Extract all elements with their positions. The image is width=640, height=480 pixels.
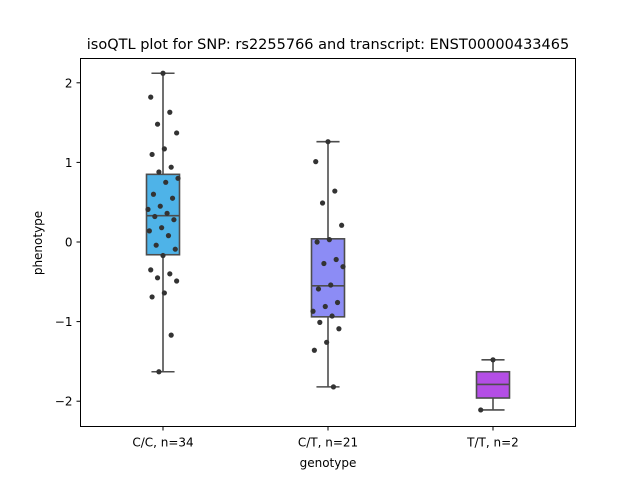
y-tick-label: −1: [55, 315, 73, 329]
data-point: [150, 191, 157, 197]
x-tick-label: T/T, n=2: [466, 436, 519, 450]
x-tick-label: C/T, n=21: [298, 436, 358, 450]
data-point: [319, 200, 326, 206]
data-point: [154, 275, 161, 281]
data-point: [146, 228, 152, 234]
data-point: [172, 246, 178, 252]
data-point: [153, 242, 159, 248]
data-point: [160, 252, 166, 259]
data-point: [336, 326, 342, 332]
data-point: [490, 357, 496, 363]
x-axis-label: genotype: [300, 456, 357, 470]
data-point: [339, 222, 345, 228]
data-point: [165, 233, 172, 239]
data-point: [161, 146, 167, 152]
axes-frame: [80, 58, 576, 427]
y-tick-label: −2: [55, 395, 73, 409]
data-point: [156, 369, 162, 375]
data-point: [148, 267, 154, 273]
data-point: [149, 294, 155, 300]
data-point: [334, 299, 341, 306]
data-point: [148, 94, 154, 100]
data-point: [330, 384, 337, 390]
box: [145, 173, 181, 256]
box: [310, 238, 346, 318]
x-tick-label: C/C, n=34: [132, 436, 193, 450]
data-point: [164, 210, 170, 216]
data-point: [156, 169, 162, 175]
chart-title: isoQTL plot for SNP: rs2255766 and trans…: [87, 37, 569, 53]
data-point: [321, 260, 327, 267]
data-point: [174, 130, 180, 136]
data-point: [167, 271, 173, 277]
data-point: [310, 308, 316, 314]
data-point: [174, 278, 180, 284]
data-point: [315, 286, 322, 292]
data-point: [311, 347, 317, 353]
data-point: [322, 303, 328, 310]
data-point: [333, 256, 339, 263]
data-point: [171, 217, 177, 223]
data-point: [317, 319, 323, 325]
data-point: [149, 151, 155, 158]
plot-area: −2 −1 0 1 2 C/C, n=34 C/T, n=21 T/T, n=2: [55, 70, 519, 450]
y-tick-label: 2: [65, 76, 73, 90]
data-point: [175, 175, 181, 181]
data-point: [145, 206, 151, 212]
data-point: [159, 225, 165, 231]
data-point: [160, 70, 166, 76]
y-tick-label: 0: [65, 236, 73, 250]
data-point: [314, 239, 320, 245]
data-point: [154, 121, 161, 127]
data-point: [325, 139, 331, 145]
data-point: [328, 282, 334, 288]
data-point: [163, 179, 169, 185]
data-point: [478, 407, 484, 413]
data-point: [313, 159, 319, 165]
data-point: [326, 237, 332, 243]
data-point: [340, 264, 346, 270]
data-point: [152, 213, 158, 220]
data-point: [157, 203, 163, 209]
data-point: [332, 188, 338, 194]
data-point: [329, 313, 335, 319]
data-point: [161, 290, 167, 296]
data-point: [168, 332, 174, 338]
data-point: [169, 195, 176, 201]
data-point: [167, 109, 173, 115]
y-tick-label: 1: [65, 156, 73, 170]
data-point: [168, 164, 174, 170]
data-point: [324, 339, 330, 345]
y-axis-label: phenotype: [31, 211, 45, 275]
